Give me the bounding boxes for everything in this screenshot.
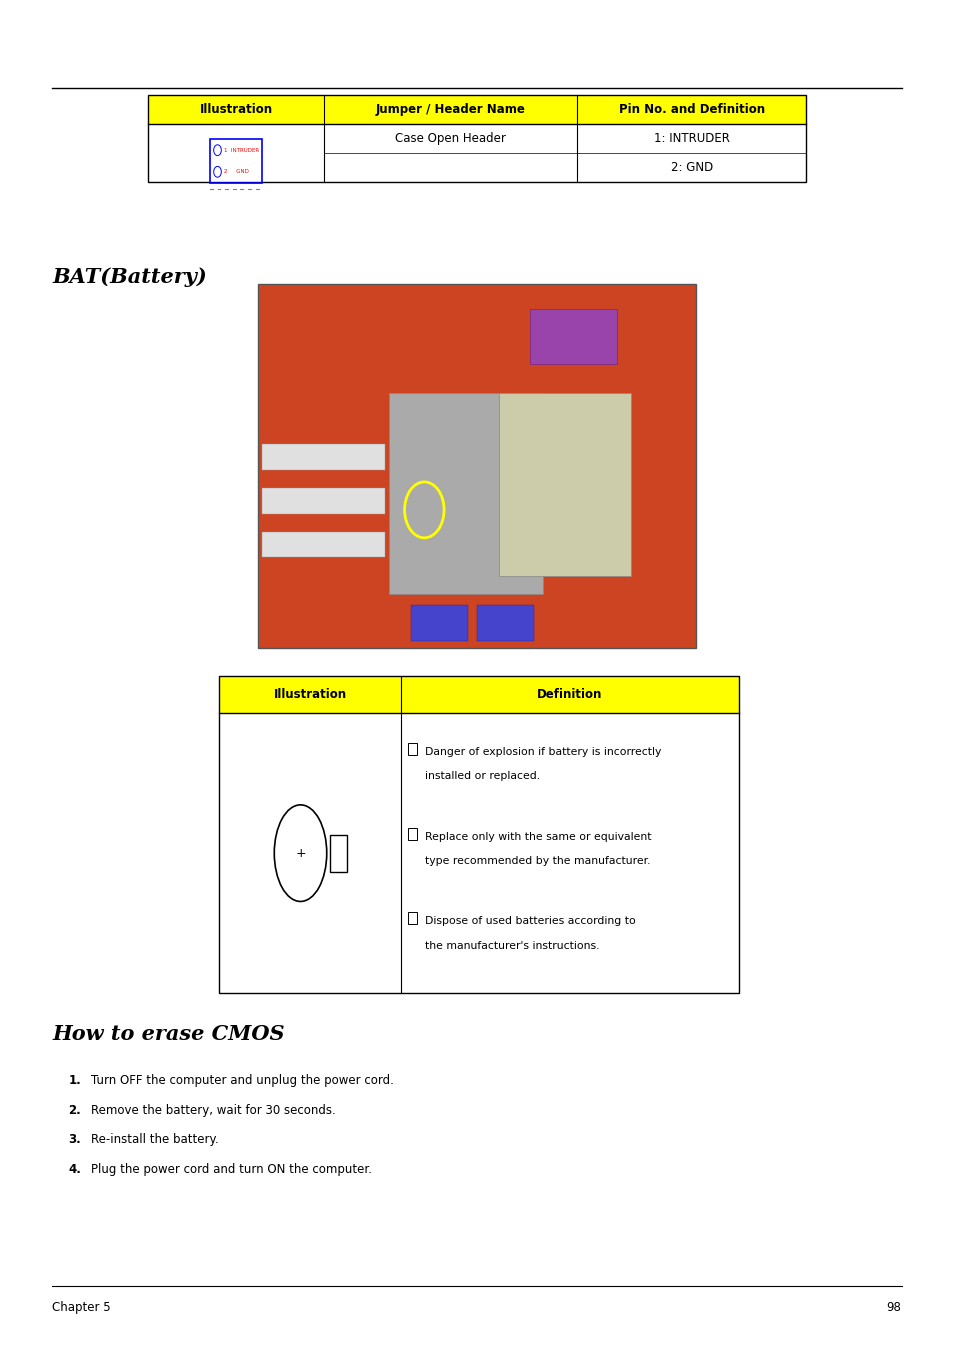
Text: Definition: Definition [537,688,602,701]
FancyBboxPatch shape [148,95,324,124]
Text: Remove the battery, wait for 30 seconds.: Remove the battery, wait for 30 seconds. [91,1104,335,1117]
Bar [400,676,739,713]
Text: Dispose of used batteries according to: Dispose of used batteries according to [424,916,635,927]
Bar [262,444,385,470]
Text: installed or replaced.: installed or replaced. [424,771,539,781]
Text: 2     GND: 2 GND [224,169,249,174]
Text: 4.: 4. [69,1163,81,1177]
Text: the manufacturer's instructions.: the manufacturer's instructions. [424,940,598,951]
Text: Turn OFF the computer and unplug the power cord.: Turn OFF the computer and unplug the pow… [91,1074,393,1088]
Text: Chapter 5: Chapter 5 [52,1301,111,1315]
Bar [262,488,385,513]
Bar [257,284,696,648]
Bar [148,95,805,182]
Text: Re-install the battery.: Re-install the battery. [91,1133,218,1147]
Bar [411,605,468,642]
Text: 1.: 1. [69,1074,81,1088]
Bar [262,532,385,558]
Bar [330,835,347,871]
Ellipse shape [274,805,326,901]
Bar [219,676,400,713]
Bar [389,393,542,594]
Bar [210,139,262,182]
Bar [476,605,534,642]
Text: How to erase CMOS: How to erase CMOS [52,1024,285,1043]
Text: Replace only with the same or equivalent: Replace only with the same or equivalent [424,832,650,842]
Text: Pin No. and Definition: Pin No. and Definition [618,103,764,116]
Text: +: + [294,847,306,859]
Text: 2.: 2. [69,1104,81,1117]
Bar [408,828,416,840]
Bar [529,309,617,363]
Text: Jumper / Header Name: Jumper / Header Name [375,103,525,116]
Circle shape [213,145,221,155]
FancyBboxPatch shape [577,95,805,124]
Text: 2: GND: 2: GND [670,161,712,174]
Text: 98: 98 [885,1301,901,1315]
Bar [408,912,416,924]
Bar [498,393,630,576]
Text: Illustration: Illustration [199,103,273,116]
Text: 1: INTRUDER: 1: INTRUDER [653,132,729,145]
Text: type recommended by the manufacturer.: type recommended by the manufacturer. [424,857,649,866]
Text: 1  INTRUDER: 1 INTRUDER [224,147,259,153]
Text: BAT(Battery): BAT(Battery) [52,267,207,286]
Bar [408,743,416,755]
Text: 3.: 3. [69,1133,81,1147]
Text: Danger of explosion if battery is incorrectly: Danger of explosion if battery is incorr… [424,747,660,757]
Text: Case Open Header: Case Open Header [395,132,506,145]
Text: Plug the power cord and turn ON the computer.: Plug the power cord and turn ON the comp… [91,1163,372,1177]
Text: Illustration: Illustration [274,688,346,701]
FancyBboxPatch shape [324,95,577,124]
Bar [219,676,739,993]
Circle shape [213,166,221,177]
